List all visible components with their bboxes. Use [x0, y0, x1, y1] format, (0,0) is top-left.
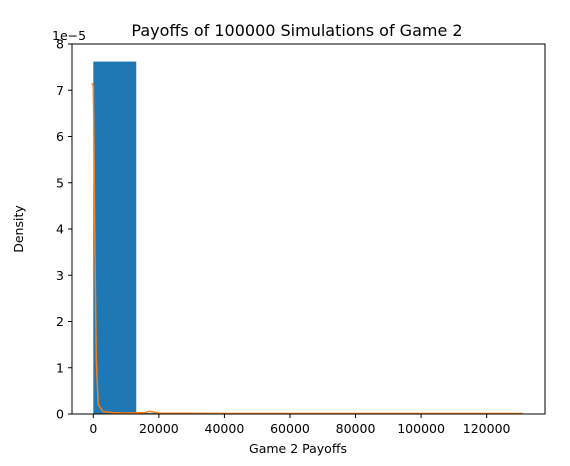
y-tick-label: 3	[56, 268, 64, 283]
y-tick-label: 2	[56, 314, 64, 329]
chart-title: Payoffs of 100000 Simulations of Game 2	[131, 21, 462, 40]
x-axis-label: Game 2 Payoffs	[249, 441, 347, 456]
y-tick-label: 1	[56, 360, 64, 375]
x-tick-label: 120000	[463, 421, 511, 436]
x-tick-label: 20000	[139, 421, 179, 436]
y-tick-label: 8	[56, 37, 64, 52]
y-tick-label: 4	[56, 222, 64, 237]
x-tick-label: 100000	[397, 421, 445, 436]
x-tick-label: 0	[89, 421, 97, 436]
y-multiplier-label: 1e−5	[52, 28, 86, 43]
y-tick-label: 5	[56, 175, 64, 190]
histogram-bar-1	[93, 61, 137, 414]
plot-frame	[71, 43, 546, 415]
x-tick-label: 80000	[336, 421, 376, 436]
y-tick-label: 7	[56, 83, 64, 98]
density-curve	[91, 82, 523, 415]
plot-area	[91, 61, 523, 415]
y-tick-label: 6	[56, 129, 64, 144]
x-tick-label: 40000	[205, 421, 245, 436]
x-tick-label: 60000	[270, 421, 310, 436]
y-axis: 0 1 2 3 4 5 6 7 8	[56, 37, 72, 422]
y-tick-label: 0	[56, 407, 64, 422]
x-axis: 0 20000 40000 60000 80000 100000 120000	[89, 414, 511, 436]
y-axis-label: Density	[11, 205, 26, 253]
